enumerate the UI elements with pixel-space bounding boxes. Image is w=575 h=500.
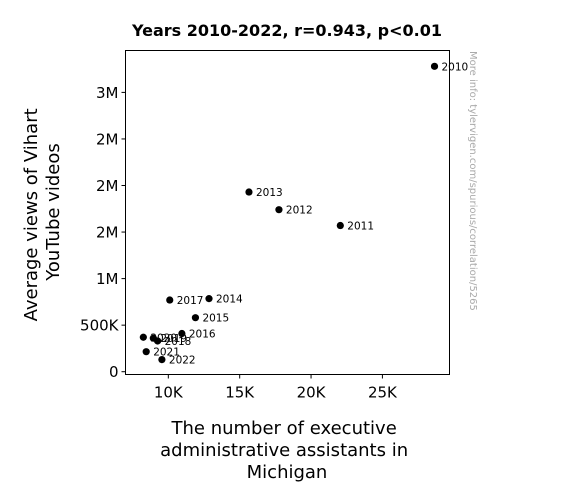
x-tick-label: 20K xyxy=(297,384,327,402)
x-axis-label-line-2: administrative assistants in xyxy=(160,440,408,461)
data-point-label-2014: 2014 xyxy=(216,294,243,306)
y-axis-label-line-2: YouTube videos xyxy=(43,143,64,281)
y-tick-label: 2M xyxy=(96,130,119,148)
y-axis-label: Average views of Vihart YouTube videos xyxy=(21,103,64,322)
y-axis-ticks: 0 500K 1M 2M 2M 2M 3M xyxy=(80,84,126,381)
data-point-2012 xyxy=(275,206,283,214)
data-point-2014 xyxy=(205,295,213,303)
chart-title: Years 2010-2022, r=0.943, p<0.01 xyxy=(131,21,442,40)
data-point-label-2010: 2010 xyxy=(442,61,469,73)
data-point-label-2015: 2015 xyxy=(202,313,229,325)
data-point-2010 xyxy=(430,62,439,70)
data-point-label-2016: 2016 xyxy=(189,329,216,341)
data-point-2016 xyxy=(178,329,186,338)
y-tick-label: 2M xyxy=(96,177,119,195)
data-point-label-2018: 2018 xyxy=(165,336,192,348)
data-point-2019 xyxy=(149,334,157,342)
y-tick-label: 2M xyxy=(96,224,119,242)
data-point-2013 xyxy=(245,188,253,196)
x-axis-label: The number of executive administrative a… xyxy=(160,418,414,483)
y-axis-label-line-1: Average views of Vihart xyxy=(21,108,42,321)
data-point-2022 xyxy=(158,356,166,364)
x-axis-ticks: 10K 15K 20K 25K xyxy=(154,374,398,402)
y-tick-label: 0 xyxy=(109,363,119,381)
data-point-2020 xyxy=(139,333,147,341)
x-tick-label: 10K xyxy=(154,384,184,402)
data-point-2017 xyxy=(166,296,174,304)
data-point-label-2022: 2022 xyxy=(169,355,196,367)
x-tick-label: 15K xyxy=(225,384,255,402)
y-tick-label: 500K xyxy=(80,317,120,335)
data-point-label-2013: 2013 xyxy=(256,187,283,199)
data-point-label-2020: 2020 xyxy=(150,332,177,344)
x-axis-label-line-3: Michigan xyxy=(247,462,328,483)
data-point-label-2017: 2017 xyxy=(177,295,204,307)
source-watermark: More info: tylervigen.com/spurious/corre… xyxy=(467,51,478,311)
y-tick-label: 1M xyxy=(96,270,119,288)
y-tick-label: 3M xyxy=(96,84,119,102)
data-point-2021 xyxy=(142,348,150,356)
data-point-label-2021: 2021 xyxy=(153,347,180,359)
data-point-label-2011: 2011 xyxy=(347,221,374,233)
data-point-2015 xyxy=(191,314,200,322)
plot-area xyxy=(125,50,450,375)
x-tick-label: 25K xyxy=(368,384,398,402)
data-point-label-2012: 2012 xyxy=(286,205,313,217)
x-axis-label-line-1: The number of executive xyxy=(171,418,397,439)
data-point-2011 xyxy=(336,221,344,230)
data-point-label-2019: 2019 xyxy=(160,333,187,345)
